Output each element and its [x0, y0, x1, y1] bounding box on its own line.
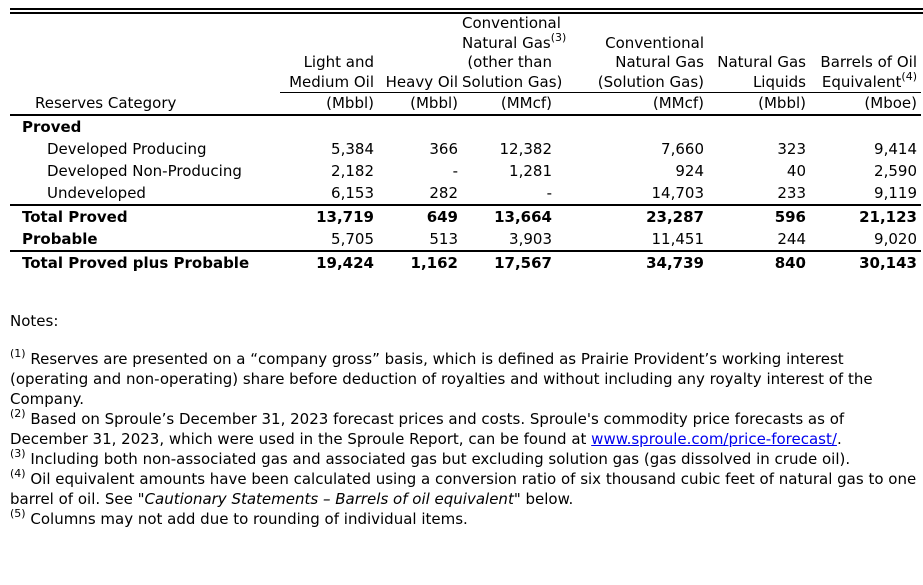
row-label: Total Proved [10, 203, 280, 228]
cell-value [462, 115, 556, 138]
units-row: Reserves Category (Mbbl) (Mbbl) (MMcf) (… [10, 92, 921, 116]
cell-value [556, 115, 708, 138]
unit-label: (MMcf) [556, 92, 708, 116]
cell-value: 233 [777, 183, 806, 202]
sproule-price-forecast-link[interactable]: www.sproule.com/price-forecast/ [591, 430, 837, 448]
cell-value: 13,719 [280, 203, 378, 228]
row-label: Proved [22, 117, 82, 136]
header-row: Light and Medium Oil Heavy Oil Convention… [10, 14, 921, 93]
notes-title: Notes: [10, 312, 59, 330]
row-label: Developed Producing [47, 139, 207, 158]
row-label: Total Proved plus Probable [10, 249, 280, 274]
cell-value: 9,414 [874, 139, 917, 158]
unit-label: (Mbbl) [708, 92, 810, 116]
cell-value: 6,153 [331, 183, 374, 202]
col-header-light-medium-oil: Light and Medium Oil [280, 14, 378, 93]
cell-value: 924 [675, 161, 704, 180]
col-header-boe: Barrels of Oil Equivalent(4) [810, 14, 921, 93]
table-row: Undeveloped 6,153 282 - 14,703 233 9,119 [10, 182, 921, 205]
cell-value [280, 115, 378, 138]
note-4: (4) Oil equivalent amounts have been cal… [10, 467, 917, 508]
cell-value: 1,162 [378, 249, 462, 274]
unit-label: (MMcf) [462, 92, 556, 116]
top-double-rule [10, 8, 923, 14]
cell-value: 282 [429, 183, 458, 202]
cell-value: 19,424 [280, 249, 378, 274]
table-row: Total Proved plus Probable 19,424 1,162 17,… [10, 249, 921, 274]
col-header-heavy-oil: Heavy Oil [378, 14, 462, 93]
cell-value: 513 [429, 229, 458, 248]
cell-value: 14,703 [651, 183, 705, 202]
cell-value [378, 115, 462, 138]
cell-value: 840 [708, 249, 810, 274]
unit-label: (Mboe) [810, 92, 921, 116]
cell-value [810, 115, 921, 138]
note-3: (3) Including both non-associated gas an… [10, 447, 851, 468]
cell-value: 9,020 [874, 229, 917, 248]
cell-value: 13,664 [462, 203, 556, 228]
cell-value: - [546, 183, 552, 202]
table-row: Developed Non-Producing 2,182 - 1,281 924 40 2… [10, 160, 921, 182]
col-header-reserves-category: Reserves Category [10, 92, 280, 116]
cell-value: 5,705 [331, 229, 374, 248]
table-row: Probable 5,705 513 3,903 11,451 244 9,020 [10, 228, 921, 251]
cell-value: 3,903 [509, 229, 552, 248]
notes-section: Notes: (1) Reserves are presented on a “… [10, 311, 922, 529]
unit-label: (Mbbl) [378, 92, 462, 116]
cell-value: 649 [378, 203, 462, 228]
cell-value: 5,384 [331, 139, 374, 158]
table-row: Proved [10, 115, 921, 138]
note-5: (5) Columns may not add due to rounding … [10, 507, 468, 528]
note-1: (1) Reserves are presented on a “company… [10, 347, 873, 408]
col-header-conventional-gas: Conventional Natural Gas(3) (other than Sol… [462, 14, 567, 93]
cell-value: 1,281 [509, 161, 552, 180]
row-label: Probable [22, 229, 98, 248]
table-row: Total Proved 13,719 649 13,664 23,287 596 21,1… [10, 203, 921, 228]
cell-value: 244 [777, 229, 806, 248]
unit-label: (Mbbl) [280, 92, 378, 116]
reserves-table: Light and Medium Oil Heavy Oil Convention… [10, 14, 921, 274]
cell-value: 11,451 [651, 229, 705, 248]
cell-value: 23,287 [556, 203, 708, 228]
row-label: Undeveloped [47, 183, 146, 202]
cell-value: 9,119 [874, 183, 917, 202]
col-header-solution-gas: Conventional Natural Gas (Solution Gas) [556, 14, 708, 93]
cell-value [708, 115, 810, 138]
cell-value: 323 [777, 139, 806, 158]
cell-value: 7,660 [661, 139, 704, 158]
cell-value: 17,567 [462, 249, 556, 274]
cell-value: 21,123 [810, 203, 921, 228]
cell-value: 30,143 [810, 249, 921, 274]
row-label: Developed Non-Producing [47, 161, 242, 180]
note-2: (2) Based on Sproule’s December 31, 2023… [10, 407, 845, 448]
cell-value: 366 [429, 139, 458, 158]
cell-value: 12,382 [499, 139, 553, 158]
cell-value: - [452, 161, 458, 180]
table-row: Developed Producing 5,384 366 12,382 7,660 32… [10, 138, 921, 160]
cell-value: 34,739 [556, 249, 708, 274]
cell-value: 40 [786, 161, 806, 180]
cell-value: 596 [708, 203, 810, 228]
col-header-ngl: Natural Gas Liquids [708, 14, 810, 93]
cell-value: 2,182 [331, 161, 374, 180]
cell-value: 2,590 [874, 161, 917, 180]
